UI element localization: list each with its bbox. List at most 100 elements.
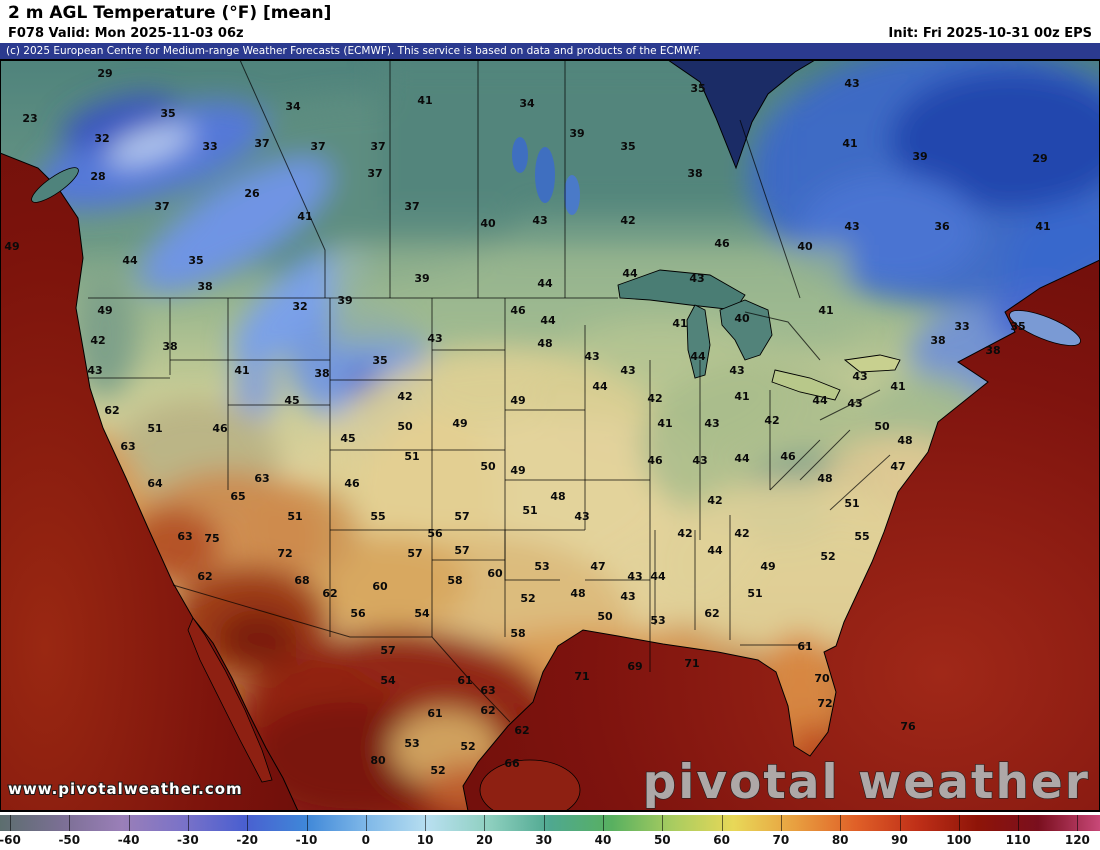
- temp-label: 34: [519, 97, 535, 110]
- temp-label: 49: [510, 394, 525, 407]
- temp-label: 71: [574, 670, 589, 683]
- temp-label: 50: [397, 420, 413, 433]
- colorbar-tick: [1077, 815, 1079, 831]
- temp-label: 72: [817, 697, 832, 710]
- valid-time-label: F078 Valid: Mon 2025-11-03 06z: [8, 26, 244, 41]
- yucatan-peninsula: [479, 759, 581, 811]
- colorbar-tick: [69, 815, 71, 831]
- temp-label: 52: [430, 764, 445, 777]
- temperature-field: [0, 60, 1100, 811]
- temp-label: 62: [322, 587, 337, 600]
- colorbar-tick: [1018, 815, 1020, 831]
- temp-label: 35: [372, 354, 387, 367]
- temp-label: 53: [650, 614, 665, 627]
- temp-label: 56: [427, 527, 443, 540]
- temp-label: 62: [104, 404, 119, 417]
- temp-label: 44: [812, 394, 828, 407]
- temp-label: 46: [647, 454, 663, 467]
- temp-label: 26: [244, 187, 260, 200]
- temp-label: 51: [844, 497, 859, 510]
- temp-label: 44: [734, 452, 750, 465]
- temp-label: 51: [147, 422, 162, 435]
- temp-label: 51: [747, 587, 762, 600]
- temp-label: 39: [337, 294, 352, 307]
- temp-labels-layer: 29 23 32 35 33 34 28 37 37 37 41 34 39 35 35 43 41 39 29 38…: [4, 67, 1050, 777]
- map-container: 29 23 32 35 33 34 28 37 37 37 41 34 39 35 35 43 41 39 29 38…: [0, 59, 1100, 812]
- colorbar-tick: [958, 815, 960, 831]
- temp-label: 42: [677, 527, 692, 540]
- temp-label: 37: [404, 200, 419, 213]
- temp-label: 61: [427, 707, 442, 720]
- temp-label: 49: [452, 417, 467, 430]
- temp-label: 35: [188, 254, 203, 267]
- colorbar-tick-label: -40: [117, 833, 140, 847]
- temp-label: 49: [4, 240, 19, 253]
- temp-label: 43: [844, 220, 859, 233]
- colorbar-tick-label: 70: [772, 833, 790, 847]
- temp-label: 51: [404, 450, 419, 463]
- temp-label: 57: [454, 510, 469, 523]
- colorbar-tick: [899, 815, 901, 831]
- temp-label: 43: [620, 364, 635, 377]
- colorbar-tick-label: 50: [653, 833, 671, 847]
- temp-label: 45: [340, 432, 355, 445]
- temp-label: 47: [890, 460, 905, 473]
- temp-label: 64: [147, 477, 163, 490]
- temp-label: 76: [900, 720, 916, 733]
- ocean-atlantic-gulf: [462, 259, 1100, 811]
- temp-label: 51: [522, 504, 537, 517]
- temp-label: 49: [760, 560, 775, 573]
- temp-label: 41: [842, 137, 857, 150]
- temp-label: 29: [1032, 152, 1047, 165]
- temp-label: 42: [707, 494, 722, 507]
- temp-label: 57: [454, 544, 469, 557]
- colorbar-tick: [425, 815, 427, 831]
- temp-label: 42: [647, 392, 662, 405]
- temp-label: 49: [510, 464, 525, 477]
- colorbar-tick-label: -50: [58, 833, 81, 847]
- temp-label: 48: [537, 337, 552, 350]
- temp-label: 42: [620, 214, 635, 227]
- ocean-pacific: [0, 152, 299, 811]
- temp-label: 62: [514, 724, 529, 737]
- temp-label: 37: [154, 200, 169, 213]
- temp-label: 38: [985, 344, 1000, 357]
- temp-label: 50: [480, 460, 496, 473]
- temp-label: 53: [534, 560, 549, 573]
- temp-label: 43: [852, 370, 867, 383]
- temp-label: 55: [370, 510, 385, 523]
- temp-label: 43: [692, 454, 707, 467]
- temp-label: 69: [627, 660, 642, 673]
- temp-label: 39: [414, 272, 429, 285]
- temp-label: 47: [590, 560, 605, 573]
- temp-label: 36: [934, 220, 950, 233]
- colorbar-tick: [603, 815, 604, 831]
- colorbar-tick: [484, 815, 486, 831]
- temp-label: 41: [818, 304, 833, 317]
- temp-label: 57: [380, 644, 395, 657]
- temp-label: 38: [162, 340, 177, 353]
- temp-label: 40: [734, 312, 750, 325]
- temp-label: 60: [372, 580, 388, 593]
- logo-text: pivotal weather: [643, 755, 1090, 810]
- temp-label: 43: [574, 510, 589, 523]
- temp-label: 43: [427, 332, 442, 345]
- temp-label: 62: [480, 704, 495, 717]
- temp-label: 50: [597, 610, 613, 623]
- temp-label: 41: [734, 390, 749, 403]
- temp-label: 35: [160, 107, 175, 120]
- colorbar-tick-label: 80: [831, 833, 849, 847]
- temp-label: 48: [550, 490, 565, 503]
- colorbar-tick: [128, 815, 130, 831]
- colorbar-tick-label: -60: [0, 833, 21, 847]
- state-boundaries: [88, 60, 891, 723]
- colorbar-tick-label: 40: [594, 833, 612, 847]
- temp-label: 41: [672, 317, 687, 330]
- temp-label: 44: [122, 254, 138, 267]
- temp-label: 48: [817, 472, 832, 485]
- temp-label: 33: [202, 140, 217, 153]
- temp-label: 44: [650, 570, 666, 583]
- temp-label: 43: [620, 590, 635, 603]
- temp-label: 34: [285, 100, 301, 113]
- temp-label: 43: [844, 77, 859, 90]
